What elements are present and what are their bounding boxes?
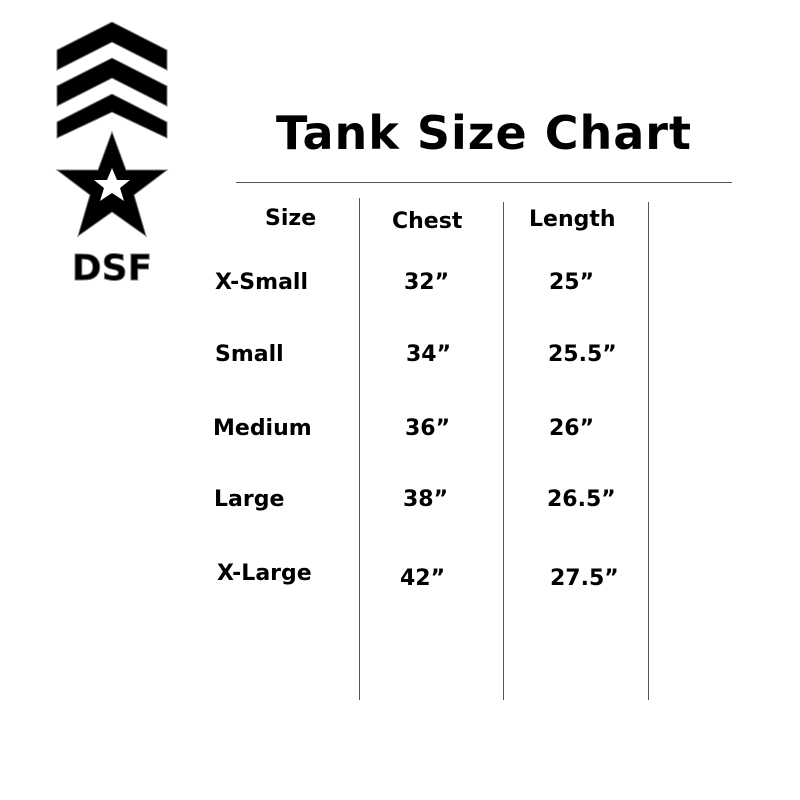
- header-chest: Chest: [392, 209, 463, 234]
- length-cell: 25”: [549, 270, 595, 295]
- size-cell: Large: [214, 487, 285, 512]
- title-divider: [236, 182, 732, 183]
- size-cell: X-Small: [215, 270, 308, 295]
- chest-cell: 34”: [406, 342, 452, 367]
- page-title: Tank Size Chart: [276, 106, 692, 160]
- column-divider: [503, 202, 504, 700]
- column-divider: [648, 202, 649, 700]
- size-cell: Small: [215, 342, 284, 367]
- column-divider: [359, 198, 360, 700]
- chest-cell: 32”: [404, 270, 450, 295]
- chevrons-star-logo-icon: DSF: [55, 21, 169, 290]
- size-cell: Medium: [213, 416, 312, 441]
- dsf-logo: DSF: [50, 20, 175, 290]
- chest-cell: 36”: [405, 416, 451, 441]
- chest-cell: 42”: [400, 566, 446, 591]
- logo-text: DSF: [72, 248, 152, 285]
- header-size: Size: [265, 206, 317, 231]
- size-cell: X-Large: [217, 561, 312, 586]
- chest-cell: 38”: [403, 487, 449, 512]
- length-cell: 26.5”: [547, 487, 616, 512]
- length-cell: 26”: [549, 416, 595, 441]
- length-cell: 25.5”: [548, 342, 617, 367]
- length-cell: 27.5”: [550, 566, 619, 591]
- header-length: Length: [529, 207, 616, 232]
